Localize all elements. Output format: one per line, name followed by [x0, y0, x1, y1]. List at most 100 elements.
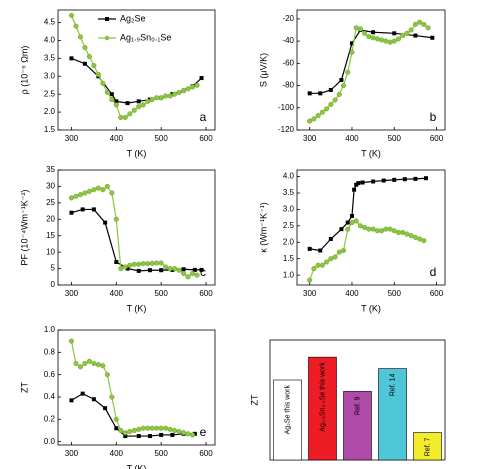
data-point — [103, 220, 108, 225]
panel: 0 5 10 15 20 25 30 35 PF (10⁻⁴Wm⁻¹K⁻²) c 300 400 500… — [19, 165, 216, 313]
data-point — [357, 223, 363, 229]
data-point — [136, 104, 142, 110]
data-point — [176, 429, 182, 435]
data-point — [95, 362, 101, 368]
data-point — [395, 229, 402, 235]
data-point — [391, 228, 397, 234]
y-tick-label: 30 — [46, 182, 55, 191]
x-axis-label: T (K) — [127, 148, 147, 158]
data-point — [430, 35, 435, 40]
data-point — [176, 267, 182, 273]
data-point — [340, 83, 347, 89]
y-tick-label: 0.0 — [44, 437, 56, 446]
data-point — [100, 187, 106, 193]
data-point — [127, 262, 133, 268]
panel: 0.0 0.2 0.4 0.6 0.8 1.0 ZT e 300 400 500 600 T (K) — [19, 325, 216, 469]
data-point — [379, 228, 385, 234]
data-point — [123, 434, 128, 439]
data-point — [80, 207, 85, 212]
data-point — [362, 30, 368, 36]
data-point — [408, 27, 414, 33]
data-point — [339, 227, 344, 232]
data-point — [147, 268, 152, 273]
data-point — [82, 360, 88, 367]
data-point — [199, 76, 204, 81]
y-tick-label: 2.5 — [44, 89, 56, 98]
data-point — [370, 226, 376, 232]
plot-frame — [296, 169, 446, 286]
data-point — [318, 248, 323, 253]
legend-label: Ag₁.₉Sn₀.₁Se — [120, 32, 171, 42]
y-tick-label: 0 — [51, 280, 56, 289]
data-point — [147, 434, 152, 439]
series-line — [71, 57, 202, 104]
data-point — [185, 431, 191, 437]
x-tick-label: 600 — [430, 134, 444, 143]
data-point — [80, 391, 85, 396]
data-point — [91, 360, 97, 367]
data-point — [328, 88, 333, 92]
x-axis-label: T (K) — [127, 303, 147, 313]
y-tick-label: 1.5 — [283, 254, 295, 263]
data-point — [145, 425, 151, 431]
y-tick-label: 0.2 — [44, 414, 56, 423]
data-point — [353, 218, 359, 224]
y-tick-label: -40 — [282, 36, 294, 45]
data-point — [190, 432, 196, 438]
data-point — [404, 30, 410, 36]
data-point — [412, 21, 418, 27]
data-point — [113, 216, 119, 222]
data-point — [73, 193, 79, 199]
data-point — [352, 187, 357, 192]
x-axis-label: T (K) — [127, 463, 147, 469]
bar-label: Ag₂Se this work — [284, 385, 291, 435]
data-point — [404, 231, 410, 237]
data-point — [172, 91, 178, 97]
data-point — [366, 226, 372, 232]
data-point — [154, 425, 160, 431]
x-tick-label: 500 — [388, 289, 402, 298]
data-point — [391, 38, 397, 44]
data-point — [354, 182, 359, 187]
data-point — [136, 434, 141, 439]
data-point — [307, 91, 312, 96]
x-tick-label: 400 — [345, 134, 359, 143]
data-point — [417, 19, 423, 25]
panel-letter: e — [200, 425, 207, 439]
data-point — [109, 92, 114, 97]
x-tick-label: 500 — [154, 134, 168, 143]
data-point — [131, 427, 137, 434]
data-point — [357, 26, 363, 32]
data-point — [395, 36, 402, 42]
data-point — [328, 237, 333, 241]
data-point — [122, 430, 128, 436]
data-point — [140, 425, 146, 431]
data-point — [307, 118, 313, 124]
bar-label: Ref. 14 — [389, 373, 396, 396]
y-tick-label: -120 — [278, 125, 295, 134]
data-point — [172, 427, 178, 434]
data-point — [149, 425, 155, 431]
bar — [343, 391, 372, 461]
data-point — [370, 35, 376, 41]
data-point — [194, 82, 200, 88]
data-point — [340, 247, 347, 254]
data-point — [159, 268, 164, 273]
data-point — [425, 25, 431, 31]
x-tick-label: 300 — [65, 134, 79, 143]
data-point — [122, 114, 128, 121]
data-point — [136, 268, 141, 273]
plot-frame — [57, 169, 216, 286]
data-point — [109, 190, 115, 196]
data-point — [69, 210, 74, 215]
data-point — [374, 228, 380, 234]
data-point — [387, 39, 393, 45]
x-tick-label: 400 — [110, 449, 124, 458]
data-point — [68, 338, 75, 344]
data-point — [167, 93, 173, 99]
y-tick-label: 0.4 — [44, 392, 56, 401]
data-point — [140, 261, 146, 267]
data-point — [104, 183, 110, 189]
bar — [273, 379, 302, 461]
